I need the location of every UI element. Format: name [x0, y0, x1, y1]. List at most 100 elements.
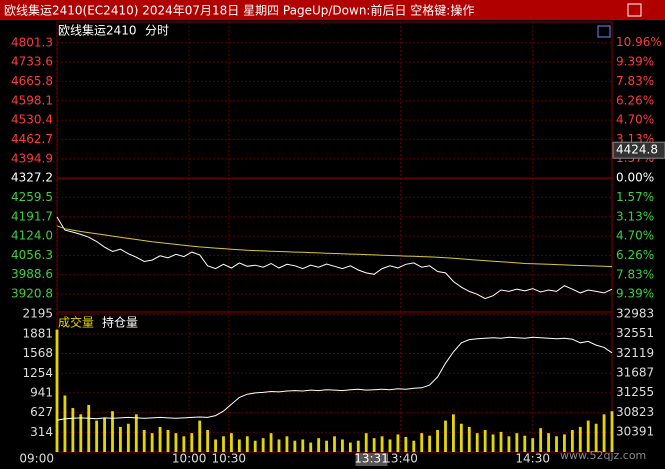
x-tick-label: 10:30 [211, 452, 246, 466]
volume-bar [222, 436, 225, 452]
y2-tick-label: 0.00% [616, 171, 654, 185]
volume-bar [111, 411, 114, 452]
volume-bar [206, 430, 210, 452]
volume-bar [539, 428, 543, 452]
volume-bar [134, 414, 138, 452]
volume-bar [174, 433, 178, 452]
volume-bar [475, 433, 479, 452]
y2-tick-label: 4.70% [616, 113, 654, 127]
cursor-price-label: 4424.8 [616, 143, 658, 157]
y2-tick-label: 31687 [616, 365, 654, 379]
x-tick-label: 10:00 [172, 452, 207, 466]
close-button[interactable] [627, 3, 642, 17]
y-tick-label: 4259.5 [11, 190, 53, 204]
volume-bar [610, 411, 614, 452]
y-tick-label: 4462.7 [11, 132, 53, 146]
volume-bar [79, 414, 83, 452]
panel-toggle[interactable] [597, 25, 611, 38]
volume-bar [55, 329, 59, 452]
x-tick-label: 09:00 [19, 452, 54, 466]
y-tick-label: 4665.8 [11, 74, 53, 88]
cursor-time-box [355, 453, 388, 466]
y-tick-label: 4327.2 [11, 171, 53, 185]
watermark: www.52qjz.com [560, 449, 646, 462]
volume-bar [372, 438, 376, 452]
y-tick-label: 2195 [22, 307, 53, 321]
volume-bar [412, 440, 416, 452]
y2-tick-label: 9.39% [616, 287, 654, 301]
volume-bar [388, 439, 392, 452]
y-tick-label: 4191.7 [11, 209, 53, 223]
y-tick-label: 1568 [22, 346, 53, 360]
volume-bar [166, 430, 170, 452]
volume-bar [459, 423, 463, 452]
y2-tick-label: 4.70% [616, 229, 654, 243]
x-tick-label: 13:40 [383, 452, 418, 466]
y2-tick-label: 30823 [616, 405, 654, 419]
cursor-price-box [612, 141, 665, 159]
volume-bar [348, 442, 352, 452]
y2-tick-label: 9.39% [616, 55, 654, 69]
volume-bar [428, 435, 432, 452]
volume-bar [563, 434, 566, 452]
y2-tick-label: 6.26% [616, 248, 654, 262]
volume-bar [253, 440, 257, 452]
volume-bar [317, 438, 321, 452]
y2-tick-label: 32551 [616, 326, 654, 340]
chart-title: 欧线集运2410 [58, 23, 137, 38]
y-tick-label: 4394.9 [11, 151, 53, 165]
volume-bar [126, 423, 130, 452]
y2-tick-label: 32119 [616, 346, 654, 360]
volume-bar [499, 431, 503, 452]
volume-bar [444, 420, 447, 452]
volume-bar [87, 404, 91, 452]
volume-bar [452, 414, 455, 452]
x-tick-label: 14:30 [515, 452, 550, 466]
volume-bar [507, 436, 511, 452]
y2-tick-label: 7.83% [616, 74, 654, 88]
volume-bar [119, 426, 122, 452]
y-tick-label: 4056.3 [11, 248, 53, 262]
legend-entry: 持仓量 [102, 315, 138, 330]
volume-bar [71, 408, 75, 452]
volume-bar [380, 436, 384, 452]
volume-bar [570, 430, 574, 452]
volume-bar [523, 435, 527, 452]
volume-bar [436, 430, 439, 452]
cursor-time-label: 13:31 [354, 452, 389, 466]
y-tick-label: 941 [30, 385, 53, 399]
volume-bar [483, 430, 487, 452]
price-line [56, 216, 613, 300]
y2-tick-label: 3.13% [616, 209, 654, 223]
volume-bar [515, 433, 519, 452]
volume-bar [404, 436, 408, 452]
y2-tick-label: 30391 [616, 424, 654, 438]
y2-tick-label: 6.26% [616, 93, 654, 107]
volume-bar [491, 434, 495, 452]
y-tick-label: 4124.0 [11, 229, 53, 243]
volume-bar [325, 440, 328, 452]
volume-bar [356, 440, 360, 452]
volume-bar [578, 426, 582, 452]
volume-bar [277, 439, 281, 452]
y2-tick-label: 1.57% [616, 190, 654, 204]
volume-bar [594, 423, 598, 452]
volume-bar [214, 439, 217, 452]
y2-tick-label: 32983 [616, 307, 654, 321]
volume-bar [301, 439, 305, 452]
y-tick-label: 627 [30, 405, 53, 419]
volume-bar [547, 433, 550, 452]
y-tick-label: 314 [30, 425, 53, 439]
volume-bar [103, 417, 106, 452]
title-bar [0, 0, 665, 20]
volume-bar [182, 436, 186, 452]
y-tick-label: 4733.6 [11, 55, 53, 69]
volume-bar [467, 426, 471, 452]
volume-bar [333, 436, 336, 452]
y2-tick-label: 7.83% [616, 267, 654, 281]
volume-bar [95, 420, 99, 452]
y2-tick-label: 31255 [616, 385, 654, 399]
volume-bar [309, 442, 313, 452]
